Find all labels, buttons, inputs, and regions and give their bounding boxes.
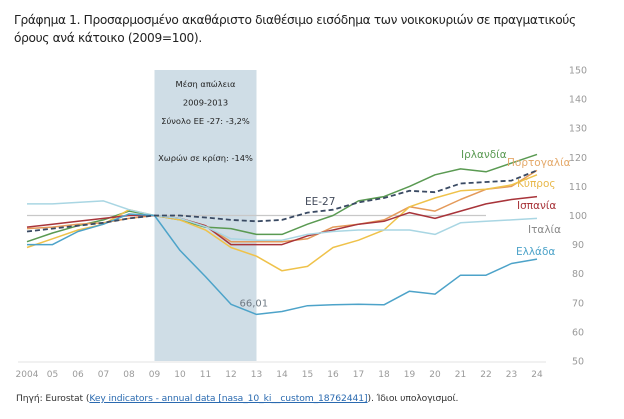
y-tick-label: 50 xyxy=(572,357,584,368)
y-tick-label: 140 xyxy=(569,95,587,106)
y-tick-label: 80 xyxy=(572,269,584,280)
y-tick-label: 120 xyxy=(569,153,587,164)
x-tick-label: 18 xyxy=(378,370,390,380)
x-tick-label: 06 xyxy=(72,370,84,380)
series-line-Πορτογαλία xyxy=(26,169,538,243)
y-tick-label: 60 xyxy=(572,327,584,338)
x-tick-label: 22 xyxy=(480,370,491,380)
shade-annotation-line: 2009-2013 xyxy=(183,98,228,108)
x-tick-label: 08 xyxy=(123,370,135,380)
shade-annotation-line: Χωρών σε κρίση: -14% xyxy=(158,153,253,163)
source-note: Πηγή: Eurostat (Key indicators - annual … xyxy=(16,393,458,404)
x-tick-label: 2004 xyxy=(16,370,39,380)
legend-label-Κύπρος: Κύπρος xyxy=(517,178,556,190)
legend-label-Ισπανία: Ισπανία xyxy=(517,200,556,212)
y-tick-label: 150 xyxy=(569,66,587,77)
x-tick-label: 15 xyxy=(302,370,313,380)
legend-label-ΕΕ-27: ΕΕ-27 xyxy=(305,196,335,208)
series-line-Ελλάδα xyxy=(27,213,538,316)
y-tick-label: 100 xyxy=(569,211,587,222)
x-tick-label: 10 xyxy=(174,370,186,380)
x-tick-label: 13 xyxy=(251,370,262,380)
x-tick-label: 23 xyxy=(506,370,517,380)
y-tick-label: 90 xyxy=(572,240,584,251)
legend-label-Ελλάδα: Ελλάδα xyxy=(516,246,555,258)
x-tick-label: 05 xyxy=(47,370,58,380)
source-prefix: Πηγή: Eurostat ( xyxy=(16,393,90,404)
x-tick-label: 11 xyxy=(200,370,211,380)
series-line-Ιταλία xyxy=(27,200,538,241)
x-tick-label: 16 xyxy=(327,370,339,380)
series-line-ΕΕ-27 xyxy=(26,169,538,233)
source-link[interactable]: Key indicators - annual data [nasa_10_ki… xyxy=(89,393,368,404)
source-suffix: ). Ίδιοι υπολογισμοί. xyxy=(367,393,459,404)
x-tick-label: 19 xyxy=(404,370,416,380)
data-label: 66,01 xyxy=(240,298,269,309)
legend-label-Ιταλία: Ιταλία xyxy=(528,224,561,236)
series-line-Ιρλανδία xyxy=(26,153,538,243)
x-tick-label: 21 xyxy=(455,370,466,380)
x-tick-label: 12 xyxy=(225,370,236,380)
y-tick-label: 130 xyxy=(569,124,587,135)
x-tick-label: 09 xyxy=(149,370,161,380)
series-line-Ισπανία xyxy=(26,195,538,246)
y-tick-label: 70 xyxy=(572,298,584,309)
shade-annotation-line: Σύνολο ΕΕ -27: -3,2% xyxy=(161,116,250,126)
chart-title: Γράφημα 1. Προσαρμοσμένο ακαθάριστο διαθ… xyxy=(14,13,576,45)
x-tick-label: 17 xyxy=(353,370,364,380)
legend-label-Πορτογαλία: Πορτογαλία xyxy=(507,157,571,169)
series-line-Κύπρος xyxy=(26,174,538,272)
y-tick-label: 110 xyxy=(569,182,587,193)
x-tick-label: 07 xyxy=(98,370,109,380)
x-tick-label: 14 xyxy=(276,370,288,380)
x-tick-label: 24 xyxy=(531,370,543,380)
legend-label-Ιρλανδία: Ιρλανδία xyxy=(461,149,507,161)
x-tick-label: 20 xyxy=(429,370,441,380)
shade-annotation-line: Μέση απώλεια xyxy=(176,79,236,89)
